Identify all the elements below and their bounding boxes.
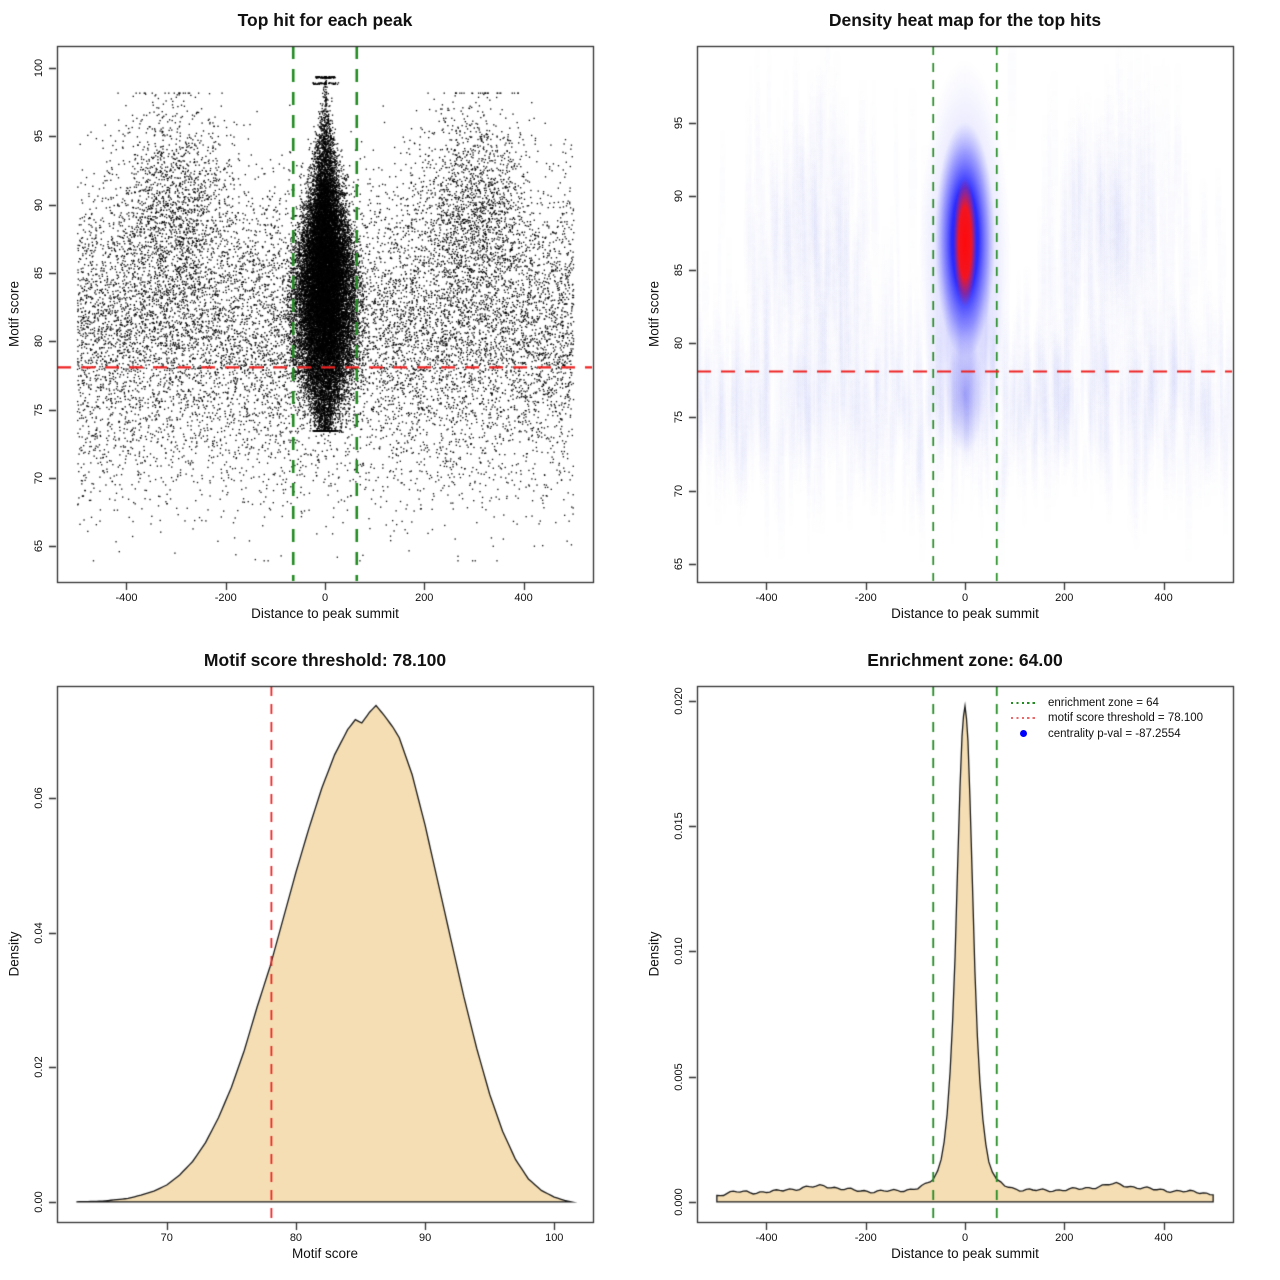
x-axis-label: Distance to peak summit (891, 1246, 1039, 1261)
x-tick-label: -400 (755, 1232, 778, 1244)
x-tick-label: 400 (1154, 1232, 1173, 1244)
y-tick-label: 0.04 (33, 922, 45, 944)
legend: enrichment zone = 64 motif score threshol… (1011, 695, 1203, 742)
y-tick-label: 0.015 (673, 812, 685, 841)
legend-item: centrality p-val = -87.2554 (1011, 726, 1203, 742)
x-axis-label: Distance to peak summit (891, 606, 1039, 621)
x-tick-label: 400 (1154, 592, 1173, 604)
y-tick-label: 75 (33, 403, 45, 416)
x-tick-label: 80 (289, 1232, 303, 1244)
panel-enrichment-zone-density: Enrichment zone: 64.00 Distance to peak … (640, 640, 1280, 1280)
x-tick-label: -200 (854, 1232, 877, 1244)
x-tick-label: 200 (1055, 592, 1074, 604)
legend-item: enrichment zone = 64 (1011, 695, 1203, 711)
panel-motif-score-density: Motif score threshold: 78.100 Motif scor… (0, 640, 640, 1280)
x-tick-label: 400 (514, 592, 533, 604)
legend-dotted-line-swatch (1011, 717, 1035, 720)
y-axis-label: Density (646, 931, 662, 977)
y-tick-label: 75 (673, 410, 685, 424)
y-tick-label: 95 (673, 116, 685, 129)
legend-dotted-line-swatch (1011, 701, 1035, 704)
legend-label: enrichment zone = 64 (1048, 696, 1159, 709)
y-tick-label: 90 (673, 190, 685, 203)
legend-label: motif score threshold = 78.100 (1048, 712, 1204, 725)
y-axis-label: Motif score (646, 280, 662, 348)
distance-density-canvas (640, 640, 1280, 1280)
legend-item: motif score threshold = 78.100 (1011, 711, 1203, 727)
x-axis-label: Distance to peak summit (251, 606, 399, 621)
panel-density-heatmap: Density heat map for the top hits Distan… (640, 0, 1280, 640)
x-tick-label: 70 (160, 1232, 173, 1244)
y-tick-label: 85 (673, 263, 685, 276)
y-tick-label: 0.010 (673, 937, 685, 966)
y-tick-label: 100 (33, 58, 45, 78)
x-tick-label: 200 (1055, 1232, 1074, 1244)
y-tick-label: 0.020 (673, 687, 685, 715)
y-tick-label: 65 (33, 540, 45, 553)
legend-label: centrality p-val = -87.2554 (1048, 727, 1181, 740)
x-tick-label: -400 (115, 592, 138, 604)
y-tick-label: 90 (33, 198, 45, 211)
legend-dot-swatch (1019, 730, 1027, 738)
y-tick-label: 0.02 (33, 1056, 45, 1079)
x-tick-label: 200 (415, 592, 434, 604)
x-axis-label: Motif score (291, 1246, 359, 1261)
x-tick-label: 90 (418, 1232, 432, 1244)
x-tick-label: 100 (545, 1232, 564, 1244)
x-tick-label: 0 (961, 1232, 969, 1244)
x-tick-label: -400 (755, 592, 778, 604)
y-tick-label: 65 (673, 558, 685, 571)
y-tick-label: 70 (673, 484, 685, 497)
scatter-plot-canvas (0, 0, 640, 640)
x-tick-label: 0 (961, 592, 969, 604)
heatmap-canvas (640, 0, 1280, 640)
panel-scatter-top-hits: Top hit for each peak Distance to peak s… (0, 0, 640, 640)
score-density-canvas (0, 640, 640, 1280)
y-tick-label: 95 (33, 130, 45, 143)
panel-title: Enrichment zone: 64.00 (867, 650, 1063, 670)
x-tick-label: 0 (321, 592, 329, 604)
panel-title: Top hit for each peak (237, 10, 413, 30)
x-tick-label: -200 (854, 592, 877, 604)
y-tick-label: 80 (33, 335, 45, 348)
y-axis-label: Motif score (6, 280, 22, 348)
panel-title: Density heat map for the top hits (828, 10, 1102, 30)
y-tick-label: 0.000 (673, 1188, 685, 1216)
panel-title: Motif score threshold: 78.100 (203, 650, 447, 670)
y-tick-label: 0.06 (33, 787, 45, 810)
x-tick-label: -200 (214, 592, 237, 604)
y-tick-label: 0.00 (33, 1191, 45, 1213)
y-axis-label: Density (6, 931, 22, 977)
y-tick-label: 70 (33, 471, 45, 485)
y-tick-label: 85 (33, 266, 45, 280)
y-tick-label: 0.005 (673, 1062, 685, 1091)
y-tick-label: 80 (673, 337, 685, 350)
